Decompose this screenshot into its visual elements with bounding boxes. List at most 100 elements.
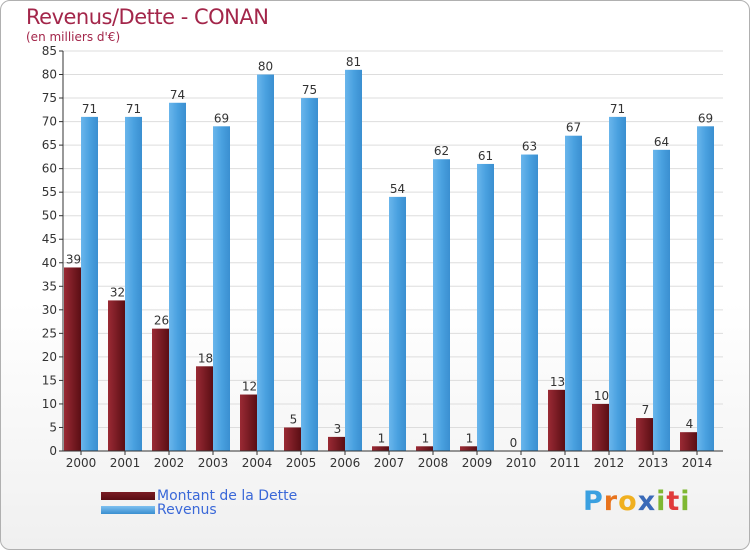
legend-label-revenus: Revenus [157,502,217,518]
data-label-dette: 39 [66,252,81,266]
bar-revenus [565,135,582,452]
x-tick-label: 2007 [374,456,405,470]
y-tick-label: 55 [42,185,57,199]
bar-dette [636,418,653,451]
x-tick-label: 2001 [110,456,141,470]
logo-letter: t [666,486,681,517]
logo-letter: P [583,486,604,517]
data-label-dette: 7 [642,403,650,417]
proxiti-logo: Proxiti [583,486,691,517]
data-label-dette: 10 [594,389,609,403]
data-label-revenus: 62 [434,144,449,158]
x-tick-label: 2012 [594,456,625,470]
data-label-revenus: 69 [698,111,713,125]
y-tick-label: 70 [42,115,57,129]
bar-dette [240,394,257,451]
bar-revenus [697,126,714,451]
data-label-revenus: 67 [566,121,581,135]
x-tick-label: 2009 [462,456,493,470]
x-tick-label: 2014 [682,456,713,470]
bar-revenus [213,126,230,451]
data-label-dette: 26 [154,314,169,328]
data-label-dette: 4 [686,417,694,431]
legend-item-revenus: Revenus [101,502,217,518]
logo-letter: o [618,486,638,517]
bar-revenus [257,74,274,451]
data-label-dette: 1 [422,431,430,445]
bar-revenus [169,102,186,451]
data-label-dette: 32 [110,285,125,299]
legend-item-dette: Montant de la Dette [101,488,297,504]
bar-dette [328,436,345,451]
data-label-dette: 1 [466,431,474,445]
chart-subtitle: (en milliers d'€) [26,30,121,44]
bar-revenus [81,116,98,451]
x-tick-label: 2011 [550,456,581,470]
bar-revenus [345,69,362,451]
y-tick-label: 80 [42,68,57,82]
y-tick-label: 75 [42,91,57,105]
data-label-revenus: 81 [346,55,361,69]
data-label-revenus: 71 [82,102,97,116]
data-label-revenus: 64 [654,135,669,149]
bar-revenus [301,98,318,451]
data-label-revenus: 63 [522,140,537,154]
y-tick-label: 40 [42,256,57,270]
legend-label-dette: Montant de la Dette [157,488,298,504]
y-tick-label: 35 [42,279,57,293]
bar-revenus [477,163,494,452]
data-label-dette: 13 [550,375,565,389]
bar-dette [284,427,301,451]
x-tick-label: 2002 [154,456,185,470]
legend-swatch-dette [101,492,155,500]
data-label-revenus: 75 [302,83,317,97]
bar-dette [416,446,433,451]
data-label-dette: 1 [378,431,386,445]
data-label-dette: 0 [510,436,518,450]
data-label-revenus: 74 [170,88,185,102]
bar-dette [460,446,477,451]
y-tick-label: 50 [42,209,57,223]
data-label-revenus: 71 [126,102,141,116]
y-tick-label: 45 [42,232,57,246]
bar-revenus [433,159,450,451]
data-label-revenus: 71 [610,102,625,116]
x-tick-label: 2003 [198,456,229,470]
logo-letter: i [656,486,667,517]
x-tick-label: 2000 [66,456,97,470]
y-tick-label: 20 [42,350,57,364]
data-label-dette: 12 [242,380,257,394]
x-tick-label: 2004 [242,456,273,470]
bar-revenus [521,154,538,451]
bar-revenus [609,116,626,451]
bar-dette [108,300,125,451]
bar-dette [680,432,697,451]
x-tick-label: 2008 [418,456,449,470]
data-label-dette: 5 [290,412,298,426]
y-tick-label: 30 [42,303,57,317]
x-tick-label: 2006 [330,456,361,470]
data-label-revenus: 61 [478,149,493,163]
data-label-revenus: 54 [390,182,405,196]
y-tick-label: 5 [49,420,57,434]
bar-revenus [653,149,670,451]
data-label-dette: 3 [334,422,342,436]
x-tick-label: 2013 [638,456,669,470]
data-label-revenus: 80 [258,60,273,74]
bar-dette [548,389,565,451]
legend-swatch-revenus [101,506,155,514]
data-label-revenus: 69 [214,111,229,125]
bar-revenus [389,196,406,451]
x-tick-label: 2005 [286,456,317,470]
y-tick-label: 65 [42,138,57,152]
bar-revenus [125,116,142,451]
bar-dette [152,328,169,451]
bar-dette [64,267,81,451]
chart-title: Revenus/Dette - CONAN [26,5,269,29]
logo-letter: r [603,486,619,517]
bar-dette [592,403,609,451]
y-tick-label: 10 [42,397,57,411]
logo-letter: i [680,486,691,517]
